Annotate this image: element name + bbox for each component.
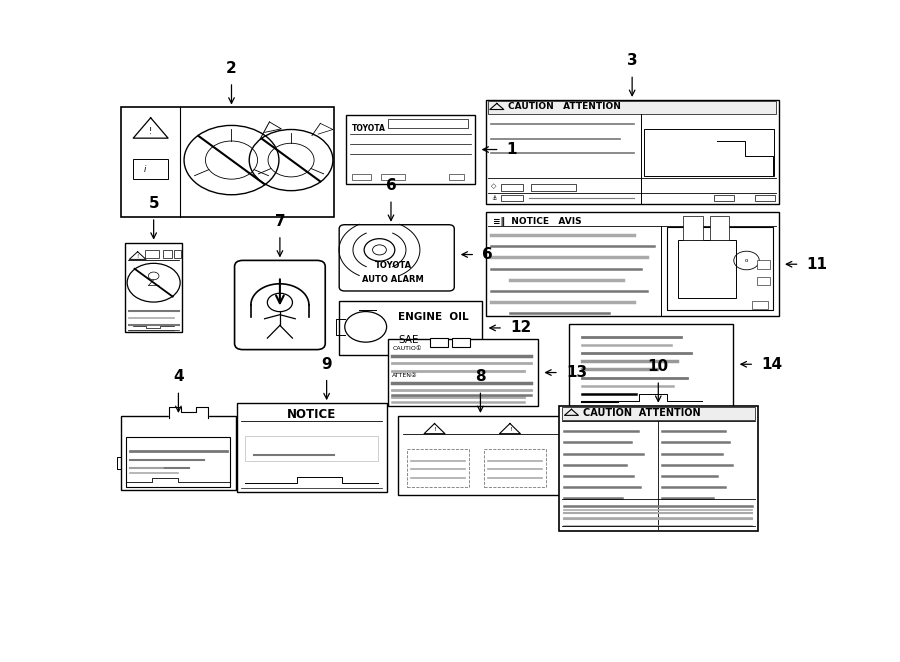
Text: !: !: [137, 254, 139, 259]
Bar: [164, 250, 172, 258]
Bar: [121, 107, 334, 217]
Bar: [667, 227, 773, 310]
Text: ≡‖  NOTICE   AVIS: ≡‖ NOTICE AVIS: [492, 216, 581, 226]
Bar: [352, 173, 372, 180]
Bar: [388, 119, 468, 128]
Text: 14: 14: [761, 357, 782, 372]
Text: !: !: [433, 427, 436, 432]
Bar: [489, 101, 776, 114]
Text: 6: 6: [482, 247, 493, 262]
Bar: [121, 416, 236, 490]
Bar: [388, 340, 538, 406]
Bar: [237, 403, 387, 493]
Bar: [570, 324, 734, 413]
Bar: [501, 184, 523, 191]
Bar: [245, 436, 378, 461]
Text: 12: 12: [510, 320, 531, 336]
Bar: [483, 449, 546, 487]
Text: 1: 1: [507, 142, 517, 157]
Bar: [678, 240, 736, 298]
Text: 10: 10: [648, 359, 669, 374]
Bar: [559, 406, 758, 530]
Text: !: !: [149, 126, 152, 136]
Text: i: i: [144, 165, 147, 173]
Bar: [683, 216, 703, 240]
Text: 5: 5: [148, 196, 159, 211]
Text: 8: 8: [475, 369, 486, 384]
Bar: [174, 250, 181, 258]
Text: ATTEN②: ATTEN②: [392, 373, 418, 377]
Bar: [381, 173, 406, 180]
Text: 6: 6: [385, 178, 396, 193]
Bar: [710, 216, 729, 240]
Text: SAE: SAE: [399, 335, 419, 345]
Bar: [145, 250, 158, 258]
Bar: [346, 115, 475, 184]
Text: 9: 9: [321, 357, 332, 371]
Bar: [486, 100, 778, 205]
Text: TOYOTA: TOYOTA: [352, 124, 385, 133]
Text: CAUTION  ATTENTION: CAUTION ATTENTION: [583, 408, 701, 418]
Text: 7: 7: [274, 214, 285, 229]
Text: 13: 13: [566, 365, 587, 380]
Bar: [757, 261, 770, 269]
Text: 4: 4: [173, 369, 184, 384]
Text: 2: 2: [226, 61, 237, 76]
Bar: [399, 416, 562, 495]
Text: AUTO ALARM: AUTO ALARM: [363, 275, 424, 283]
Bar: [757, 277, 770, 285]
Bar: [531, 184, 576, 191]
Text: ENGINE  OIL: ENGINE OIL: [399, 312, 469, 322]
Bar: [752, 301, 768, 309]
Text: 11: 11: [806, 257, 827, 271]
Text: o: o: [745, 258, 748, 263]
Bar: [126, 438, 230, 487]
Bar: [449, 173, 464, 180]
Bar: [133, 160, 168, 179]
Text: ◇: ◇: [491, 183, 497, 189]
Text: NOTICE: NOTICE: [287, 408, 337, 421]
Bar: [430, 338, 448, 347]
FancyBboxPatch shape: [339, 224, 454, 291]
Bar: [562, 406, 755, 420]
Text: !: !: [508, 427, 511, 432]
Bar: [644, 129, 774, 176]
Bar: [755, 195, 775, 201]
Bar: [339, 301, 482, 355]
Text: CAUTIO①: CAUTIO①: [392, 346, 422, 351]
Bar: [452, 338, 471, 347]
Bar: [715, 195, 733, 201]
Text: 3: 3: [626, 53, 637, 68]
Text: TOYOTA: TOYOTA: [374, 261, 412, 270]
Bar: [125, 242, 182, 332]
Text: CAUTION   ATTENTION: CAUTION ATTENTION: [508, 103, 621, 111]
Bar: [486, 212, 778, 316]
Polygon shape: [169, 407, 208, 418]
Text: □□□±□: □□□±□: [533, 185, 562, 190]
Text: ⚓: ⚓: [491, 196, 497, 201]
Bar: [501, 195, 523, 201]
Bar: [407, 449, 469, 487]
FancyBboxPatch shape: [235, 260, 325, 350]
